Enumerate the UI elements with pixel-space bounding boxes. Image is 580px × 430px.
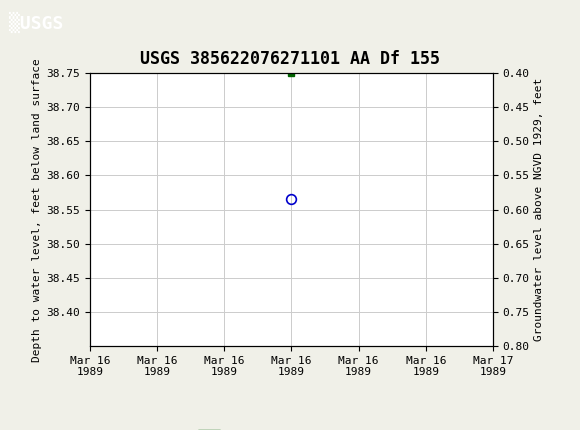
Text: USGS 385622076271101 AA Df 155: USGS 385622076271101 AA Df 155	[140, 50, 440, 68]
Text: ▒USGS: ▒USGS	[9, 12, 63, 33]
Y-axis label: Groundwater level above NGVD 1929, feet: Groundwater level above NGVD 1929, feet	[534, 78, 544, 341]
Y-axis label: Depth to water level, feet below land surface: Depth to water level, feet below land su…	[32, 58, 42, 362]
Legend: Period of approved data: Period of approved data	[194, 425, 389, 430]
